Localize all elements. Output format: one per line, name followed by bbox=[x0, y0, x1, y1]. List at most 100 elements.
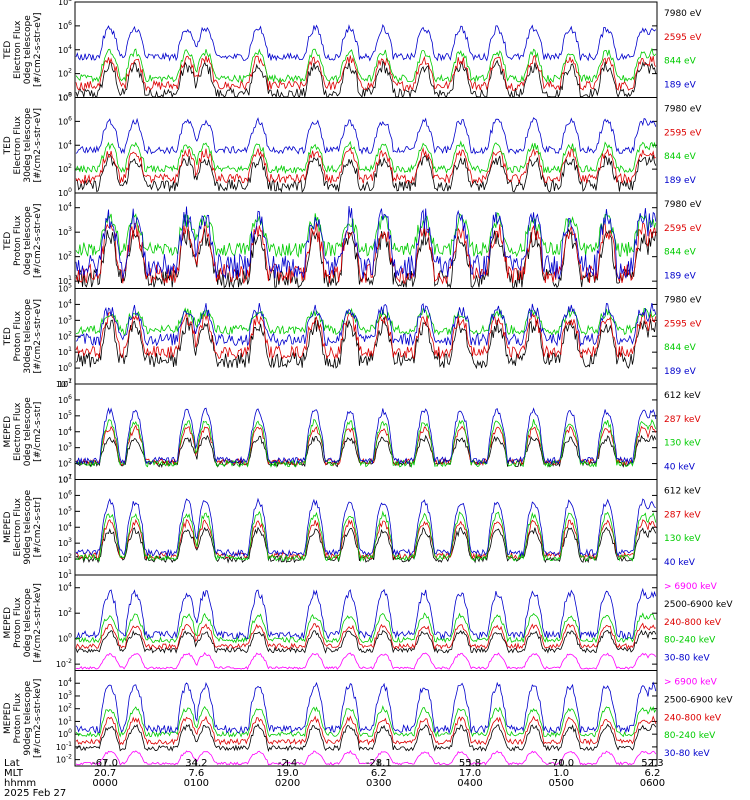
y-tick-label: 106 bbox=[58, 489, 72, 500]
panel-6: 101 102 103 104 105 106 107 MEPEDElectron Flux9… bbox=[3, 474, 701, 581]
y-tick-label: 101 bbox=[58, 474, 72, 485]
series-line bbox=[75, 652, 657, 671]
y-tick-label: 10-2 bbox=[56, 658, 72, 669]
x-tick-mlt: 1.0 bbox=[553, 768, 569, 779]
legend-entry: 189 eV bbox=[664, 176, 697, 186]
series-line bbox=[75, 206, 657, 280]
series-line bbox=[75, 312, 657, 360]
legend-entry: 2595 eV bbox=[664, 33, 702, 43]
series-line bbox=[75, 47, 657, 84]
series-line bbox=[75, 681, 657, 735]
legend-entry: 844 eV bbox=[664, 152, 697, 162]
series-line bbox=[75, 146, 656, 185]
y-tick-label: 103 bbox=[58, 690, 72, 701]
y-tick-label: 102 bbox=[58, 251, 72, 262]
legend-entry: 7980 eV bbox=[664, 9, 702, 19]
y-tick-label: 100 bbox=[58, 728, 72, 739]
panel-frame bbox=[74, 192, 658, 289]
x-tick-hhmm: 0600 bbox=[640, 778, 665, 789]
legend-entry: 189 eV bbox=[664, 81, 697, 91]
y-tick-label: 103 bbox=[58, 226, 72, 237]
series-line bbox=[75, 302, 657, 347]
x-tick-lat: -28.1 bbox=[366, 758, 392, 769]
y-tick-label: 100 bbox=[58, 187, 72, 198]
y-tick-label: 101 bbox=[58, 715, 72, 726]
legend-entry: 130 keV bbox=[664, 439, 701, 449]
y-tick-label: 103 bbox=[58, 314, 72, 325]
y-tick-label: 104 bbox=[58, 298, 72, 309]
legend-entry: > 6900 keV bbox=[664, 582, 718, 592]
legend-entry: 40 keV bbox=[664, 558, 696, 568]
y-tick-label: 105 bbox=[58, 505, 72, 516]
legend-entry: > 6900 keV bbox=[664, 678, 718, 688]
legend-entry: 844 eV bbox=[664, 248, 697, 258]
panel-ylabel: TEDElectron Flux0deg telescope[#/cm2-s-s… bbox=[3, 12, 43, 87]
legend-entry: 7980 eV bbox=[664, 105, 702, 115]
panel-ylabel: TEDProton Flux0deg telescope[#/cm2-s-str… bbox=[3, 203, 43, 278]
series-line bbox=[75, 424, 657, 467]
panel-ylabel: MEPEDElectron Flux0deg telescope[#/cm2-s… bbox=[3, 397, 43, 467]
legend-entry: 2595 eV bbox=[664, 224, 702, 234]
legend-entry: 189 eV bbox=[664, 367, 697, 377]
series-line bbox=[75, 497, 656, 558]
x-tick-lat: -2.4 bbox=[278, 758, 298, 769]
panel-7: 10-2 100 102 104 MEPEDProton Flux0deg telesc… bbox=[3, 574, 733, 671]
x-date-label: 2025 Feb 27 bbox=[4, 788, 66, 799]
y-tick-label: 101 bbox=[58, 346, 72, 357]
x-tick-hhmm: 0500 bbox=[548, 778, 573, 789]
legend-entry: 40 keV bbox=[664, 463, 696, 473]
x-tick-lat: -67.0 bbox=[92, 758, 118, 769]
series-line bbox=[75, 749, 657, 766]
legend-entry: 240-800 keV bbox=[664, 713, 722, 723]
legend-entry: 80-240 keV bbox=[664, 731, 716, 741]
legend-entry: 2595 eV bbox=[664, 319, 702, 329]
y-tick-label: 102 bbox=[58, 458, 72, 469]
legend-entry: 240-800 keV bbox=[664, 618, 722, 628]
legend-entry: 7980 eV bbox=[664, 296, 702, 306]
panel-ylabel: MEPEDProton Flux90deg telescope[#/cm2-s-… bbox=[3, 679, 43, 758]
legend-entry: 612 keV bbox=[664, 487, 701, 497]
x-tick-hhmm: 0400 bbox=[457, 778, 482, 789]
y-tick-label: 104 bbox=[58, 426, 72, 437]
series-line bbox=[75, 587, 657, 641]
x-tick-hhmm: 0100 bbox=[184, 778, 209, 789]
y-tick-label: 10-2 bbox=[56, 754, 72, 765]
legend-entry: 2500-6900 keV bbox=[664, 600, 733, 610]
y-tick-label: 103 bbox=[58, 442, 72, 453]
y-tick-label: 101 bbox=[58, 569, 72, 580]
legend-entry: 30-80 keV bbox=[664, 654, 710, 664]
x-row-label-mlt: MLT bbox=[4, 768, 24, 779]
y-tick-label: 100 bbox=[58, 633, 72, 644]
y-tick-label: 108 bbox=[58, 0, 72, 7]
y-tick-label: 100 bbox=[58, 92, 72, 103]
panel-ylabel: TEDElectron Flux30deg telescope[#/cm2-s-… bbox=[3, 107, 43, 182]
legend-entry: 7980 eV bbox=[664, 200, 702, 210]
panels-group: 100 102 104 106 108 TEDElectron Flux0deg tele… bbox=[3, 0, 733, 767]
x-tick-mlt: 6.2 bbox=[644, 768, 660, 779]
y-tick-label: 101 bbox=[58, 275, 72, 286]
y-tick-label: 102 bbox=[58, 330, 72, 341]
x-tick-lat: 34.2 bbox=[185, 758, 207, 769]
y-tick-label: 102 bbox=[58, 703, 72, 714]
series-line bbox=[75, 723, 657, 752]
y-tick-label: 102 bbox=[58, 607, 72, 618]
series-line bbox=[75, 154, 657, 193]
series-line bbox=[75, 407, 657, 465]
legend-entry: 2500-6900 keV bbox=[664, 695, 733, 705]
y-tick-label: 104 bbox=[58, 139, 72, 150]
y-tick-label: 104 bbox=[58, 582, 72, 593]
legend-entry: 30-80 keV bbox=[664, 749, 710, 759]
x-tick-mlt: 6.2 bbox=[371, 768, 387, 779]
x-tick-hhmm: 0200 bbox=[275, 778, 300, 789]
x-tick-hhmm: 0000 bbox=[92, 778, 117, 789]
panel-3: 101 102 103 104 TEDProton Flux0deg telescope… bbox=[3, 192, 702, 289]
series-line bbox=[75, 705, 657, 738]
series-line bbox=[75, 715, 657, 746]
y-tick-label: 107 bbox=[58, 378, 72, 389]
series-line bbox=[75, 307, 657, 336]
y-tick-label: 106 bbox=[58, 394, 72, 405]
x-tick-mlt: 17.0 bbox=[459, 768, 481, 779]
